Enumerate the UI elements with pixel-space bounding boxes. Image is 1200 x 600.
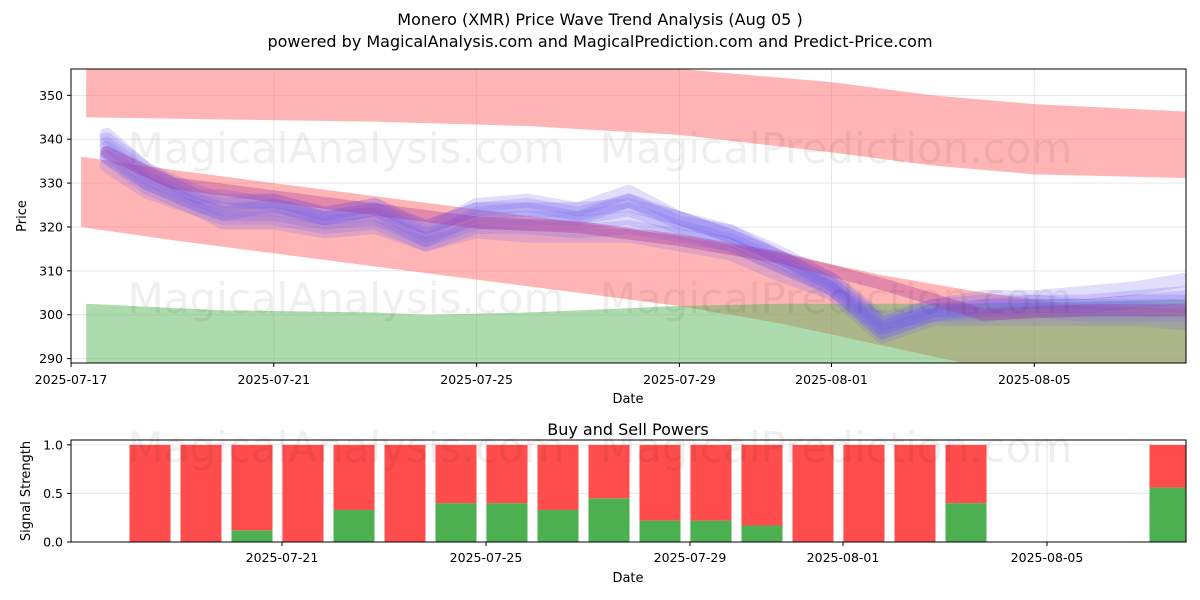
sell-bar (231, 444, 273, 531)
main-title-line1: Monero (XMR) Price Wave Trend Analysis (… (397, 10, 802, 29)
band-support-band (86, 299, 1186, 363)
signal-x-axis-label: Date (612, 571, 643, 586)
main-title-line2: powered by MagicalAnalysis.com and Magic… (267, 32, 932, 51)
sell-bar (639, 444, 681, 521)
wave-series-1 (99, 136, 1186, 335)
price-x-tick-label: 2025-07-25 (440, 372, 513, 387)
price-x-tick-label: 2025-08-05 (998, 372, 1071, 387)
watermark-4: MagicalPrediction.com (600, 274, 1073, 323)
signal-x-tick-label: 2025-08-01 (807, 550, 880, 565)
sell-bar (486, 444, 528, 504)
mid-trend-line (100, 146, 1186, 321)
price-x-tick-label: 2025-07-17 (35, 372, 108, 387)
sell-bar (792, 444, 834, 542)
wave-series-7 (99, 132, 1186, 331)
watermark-5: MagicalAnalysis.com (128, 423, 565, 472)
signal-y-tick-label: 1.0 (43, 437, 63, 452)
sell-bar (588, 444, 630, 499)
price-y-tick-label: 340 (39, 132, 63, 147)
watermark-1: MagicalAnalysis.com (128, 124, 565, 173)
signal-plot-area (129, 444, 1186, 542)
wave-series-6 (99, 158, 1186, 344)
signal-y-ticks: 0.0 0.5 1.0 (43, 437, 71, 550)
signal-x-tick-label: 2025-07-25 (450, 550, 523, 565)
price-y-tick-label: 320 (39, 219, 63, 234)
signal-x-ticks: 2025-07-21 2025-07-25 2025-07-29 2025-08-01… (246, 542, 1084, 565)
signal-chart-title: Buy and Sell Powers (547, 420, 709, 439)
watermark-6: MagicalPrediction.com (600, 423, 1073, 472)
price-y-tick-label: 300 (39, 307, 63, 322)
wave-series-3 (99, 127, 1186, 327)
buy-bar (639, 520, 681, 542)
sell-bar (843, 444, 885, 542)
price-x-axis-label: Date (612, 392, 643, 407)
buy-bar (333, 509, 375, 542)
buy-bar (537, 509, 579, 542)
sell-bar (1149, 444, 1186, 488)
price-x-tick-label: 2025-07-21 (237, 372, 310, 387)
price-y-tick-label: 290 (39, 351, 63, 366)
sell-bar (894, 444, 936, 542)
signal-x-tick-label: 2025-07-29 (654, 550, 727, 565)
signal-y-axis-label: Signal Strength (19, 441, 34, 541)
sell-bar (333, 444, 375, 510)
signal-y-tick-label: 0.5 (43, 486, 63, 501)
wave-series-8 (99, 149, 1186, 340)
price-x-tick-label: 2025-07-29 (643, 372, 716, 387)
price-axes-frame (70, 68, 1187, 364)
signal-chart-panel: Buy and Sell Powers MagicalAnalysis.com … (19, 420, 1187, 586)
price-x-ticks: 2025-07-17 2025-07-21 2025-07-25 2025-07-29… (35, 363, 1071, 387)
sell-bar (435, 444, 477, 504)
buy-bar (435, 503, 477, 542)
signal-y-tick-label: 0.0 (43, 535, 63, 550)
sell-bar (537, 444, 579, 510)
band-upper-resistance-band (86, 69, 1186, 179)
price-plot-area (81, 69, 1186, 363)
watermark-2: MagicalPrediction.com (600, 124, 1073, 173)
buy-bar (690, 520, 732, 542)
buy-bar (588, 498, 630, 542)
price-y-tick-label: 310 (39, 263, 63, 278)
signal-x-tick-label: 2025-07-21 (246, 550, 319, 565)
price-chart-panel: MagicalAnalysis.com MagicalPrediction.co… (15, 68, 1187, 407)
signal-x-tick-label: 2025-08-05 (1011, 550, 1084, 565)
price-y-tick-label: 350 (39, 88, 63, 103)
price-y-tick-label: 330 (39, 176, 63, 191)
sell-bar (384, 444, 426, 542)
buy-bar (486, 503, 528, 542)
sell-bar (741, 444, 783, 526)
sell-bar (945, 444, 987, 504)
price-x-tick-label: 2025-08-01 (795, 372, 868, 387)
price-y-axis-label: Price (15, 200, 30, 232)
buy-bar (1149, 487, 1186, 542)
signal-axes-frame (70, 439, 1187, 543)
wave-series-4 (99, 149, 1186, 340)
sell-bar (129, 444, 171, 542)
wave-series-5 (99, 141, 1186, 335)
sell-bar (282, 444, 324, 542)
buy-bar (231, 530, 273, 542)
sell-bar (180, 444, 222, 542)
price-y-ticks: 290 300 310 320 330 340 350 (39, 88, 71, 366)
buy-bar (741, 525, 783, 542)
wave-series-2 (99, 145, 1186, 331)
sell-bar (690, 444, 732, 521)
buy-bar (945, 503, 987, 542)
watermark-3: MagicalAnalysis.com (128, 274, 565, 323)
